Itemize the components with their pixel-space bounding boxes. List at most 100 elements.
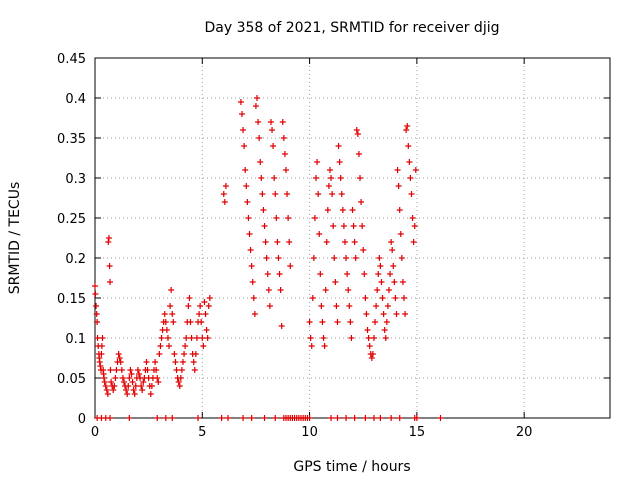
data-point	[318, 303, 325, 309]
x-tick-label: 5	[198, 425, 206, 440]
data-point	[243, 183, 250, 189]
data-point	[402, 311, 409, 317]
data-point	[124, 391, 131, 397]
data-point	[375, 271, 382, 277]
data-point	[186, 295, 193, 301]
data-point	[274, 239, 281, 245]
data-point	[310, 255, 317, 261]
data-point	[281, 151, 288, 157]
data-point	[361, 271, 368, 277]
data-point	[127, 367, 134, 373]
data-point	[135, 371, 142, 377]
data-point	[320, 335, 327, 341]
data-point	[153, 367, 160, 373]
x-tick-label: 0	[91, 425, 99, 440]
data-point	[164, 335, 171, 341]
data-point	[155, 379, 162, 385]
data-point	[266, 303, 273, 309]
data-point	[247, 247, 254, 253]
data-point	[167, 303, 174, 309]
data-point	[225, 415, 232, 421]
data-point	[381, 327, 388, 333]
data-point	[220, 191, 227, 197]
data-point	[325, 183, 332, 189]
data-point	[307, 335, 314, 341]
data-point	[395, 183, 402, 189]
data-point	[144, 367, 151, 373]
data-point	[187, 319, 194, 325]
data-point	[176, 383, 183, 389]
x-tick-label: 15	[409, 425, 426, 440]
data-point	[328, 175, 335, 181]
y-tick-label: 0.25	[57, 212, 86, 227]
data-point	[347, 319, 354, 325]
data-point	[101, 375, 108, 381]
data-point	[353, 127, 360, 133]
data-point	[359, 223, 366, 229]
data-point	[185, 303, 192, 309]
data-point	[201, 299, 208, 305]
data-point	[256, 135, 263, 141]
data-point	[273, 215, 280, 221]
data-point	[337, 175, 344, 181]
data-point	[192, 351, 199, 357]
data-point	[376, 255, 383, 261]
data-point	[398, 255, 405, 261]
data-point	[270, 143, 277, 149]
data-point	[278, 323, 285, 329]
data-point	[123, 387, 130, 393]
data-point	[405, 143, 412, 149]
data-point	[218, 415, 225, 421]
data-point	[323, 239, 330, 245]
data-point	[255, 119, 262, 125]
y-tick-label: 0.45	[57, 52, 86, 67]
data-point	[340, 223, 347, 229]
data-point	[399, 279, 406, 285]
data-point	[362, 415, 369, 421]
data-point	[162, 415, 169, 421]
data-point	[272, 191, 279, 197]
data-point	[339, 207, 346, 213]
data-point	[309, 295, 316, 301]
data-point	[106, 263, 113, 269]
data-point	[377, 263, 384, 269]
data-point	[92, 283, 98, 289]
data-point	[260, 207, 267, 213]
data-point	[198, 319, 205, 325]
data-point	[358, 199, 365, 205]
x-tick-label: 10	[301, 425, 318, 440]
data-point	[105, 239, 112, 245]
data-point	[334, 415, 341, 421]
data-point	[171, 351, 178, 357]
data-point	[152, 359, 159, 365]
data-point	[261, 415, 268, 421]
data-point	[107, 415, 114, 421]
data-point	[110, 387, 117, 393]
data-point	[102, 383, 109, 389]
data-point	[348, 335, 355, 341]
data-point	[205, 303, 212, 309]
data-point	[139, 387, 146, 393]
data-point	[96, 359, 103, 365]
plot-frame	[94, 57, 611, 419]
data-point	[241, 143, 248, 149]
data-point	[169, 311, 176, 317]
data-point	[315, 191, 322, 197]
data-point	[352, 255, 359, 261]
data-point	[190, 359, 197, 365]
data-point	[134, 367, 141, 373]
data-point	[413, 415, 420, 421]
data-point	[369, 351, 376, 357]
data-point	[258, 175, 265, 181]
data-point	[362, 295, 369, 301]
data-points	[92, 95, 444, 421]
data-point	[140, 379, 147, 385]
data-point	[188, 335, 195, 341]
data-point	[328, 415, 335, 421]
data-point	[272, 415, 279, 421]
data-point	[374, 287, 381, 293]
data-point	[314, 159, 321, 165]
data-point	[105, 235, 112, 241]
data-point	[261, 223, 268, 229]
data-point	[166, 343, 173, 349]
